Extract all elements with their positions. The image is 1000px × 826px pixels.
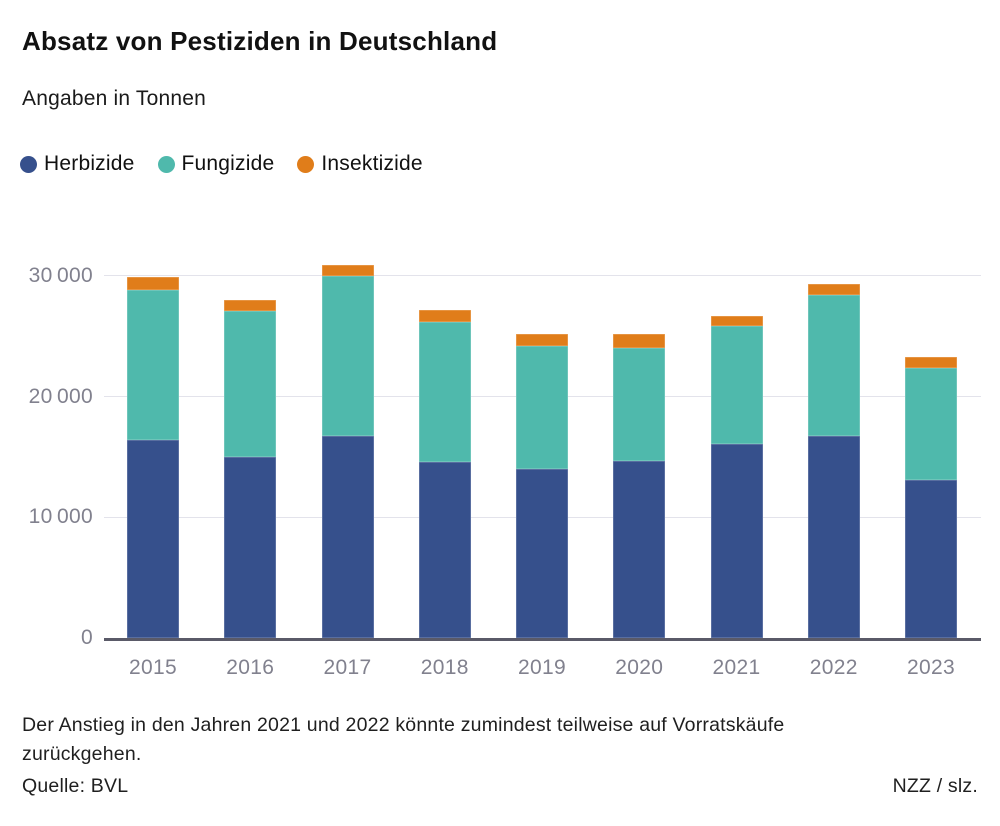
bar-segment-2018-insektizide xyxy=(418,309,471,322)
x-tick-label-2015: 2015 xyxy=(129,656,177,679)
bar-segment-2016-herbizide xyxy=(224,457,277,639)
bar-segment-2021-herbizide xyxy=(710,443,763,639)
x-tick-label-2017: 2017 xyxy=(323,656,372,679)
chart-footnote-line1: Der Anstieg in den Jahren 2021 und 2022 … xyxy=(22,714,785,736)
x-tick-label-2019: 2019 xyxy=(518,656,566,679)
bar-segment-2015-herbizide xyxy=(127,440,179,639)
x-tick-label-2018: 2018 xyxy=(420,656,469,679)
fungizide-color-dot-icon xyxy=(157,155,175,173)
bar-segment-2020-insektizide xyxy=(613,333,666,349)
y-tick-label-20000: 20 000 xyxy=(28,384,93,408)
chart-subtitle: Angaben in Tonnen xyxy=(22,87,207,110)
legend: Herbizide Fungizide Insektizide xyxy=(20,152,423,176)
herbizide-color-dot-icon xyxy=(20,155,37,173)
bar-segment-2016-insektizide xyxy=(224,299,277,311)
bar-segment-2023-herbizide xyxy=(905,479,957,639)
x-axis-line xyxy=(104,638,981,641)
bar-segment-2022-insektizide xyxy=(807,284,860,296)
legend-label-fungizide: Fungizide xyxy=(181,152,275,175)
legend-label-herbizide: Herbizide xyxy=(44,152,135,175)
x-tick-label-2020: 2020 xyxy=(615,656,664,679)
bar-segment-2017-insektizide xyxy=(321,264,374,276)
y-tick-label-0: 0 xyxy=(81,626,93,650)
bar-segment-2020-herbizide xyxy=(613,460,666,639)
x-tick-label-2022: 2022 xyxy=(809,656,858,679)
x-tick-label-2023: 2023 xyxy=(907,656,955,679)
bar-segment-2019-insektizide xyxy=(516,333,568,346)
legend-item-fungizide: Fungizide xyxy=(157,152,275,176)
bar-segment-2017-fungizide xyxy=(321,275,374,437)
legend-item-insektizide: Insektizide xyxy=(297,152,423,176)
bar-segment-2015-fungizide xyxy=(127,290,179,441)
y-tick-label-30000: 30 000 xyxy=(28,263,93,287)
bar-segment-2017-herbizide xyxy=(321,436,374,639)
bar-segment-2016-fungizide xyxy=(224,310,277,457)
insektizide-color-dot-icon xyxy=(297,155,315,173)
x-tick-label-2021: 2021 xyxy=(712,656,761,679)
bar-segment-2019-herbizide xyxy=(516,469,568,639)
chart-footnote-line2: zurückgehen. xyxy=(22,743,142,765)
bar-segment-2022-fungizide xyxy=(807,295,860,437)
credit-label: NZZ / slz. xyxy=(892,775,978,797)
legend-item-herbizide: Herbizide xyxy=(20,152,135,176)
y-tick-label-10000: 10 000 xyxy=(28,505,93,529)
bar-segment-2018-herbizide xyxy=(418,461,471,639)
page-title: Absatz von Pestiziden in Deutschland xyxy=(22,26,498,56)
bar-segment-2021-fungizide xyxy=(710,326,763,444)
bar-segment-2018-fungizide xyxy=(418,321,471,462)
bar-segment-2015-insektizide xyxy=(127,276,179,291)
source-row: Quelle: BVL NZZ / slz. xyxy=(22,775,978,798)
bar-segment-2020-fungizide xyxy=(613,348,666,461)
x-tick-label-2016: 2016 xyxy=(226,656,275,679)
bar-segment-2023-insektizide xyxy=(905,356,957,368)
bar-segment-2022-herbizide xyxy=(807,436,860,639)
bar-segment-2019-fungizide xyxy=(516,345,568,470)
source-label: Quelle: BVL xyxy=(22,775,129,797)
bar-segment-2023-fungizide xyxy=(905,367,957,480)
bar-segment-2021-insektizide xyxy=(710,315,763,327)
gridline-30000 xyxy=(104,274,981,277)
legend-label-insektizide: Insektizide xyxy=(321,152,423,175)
